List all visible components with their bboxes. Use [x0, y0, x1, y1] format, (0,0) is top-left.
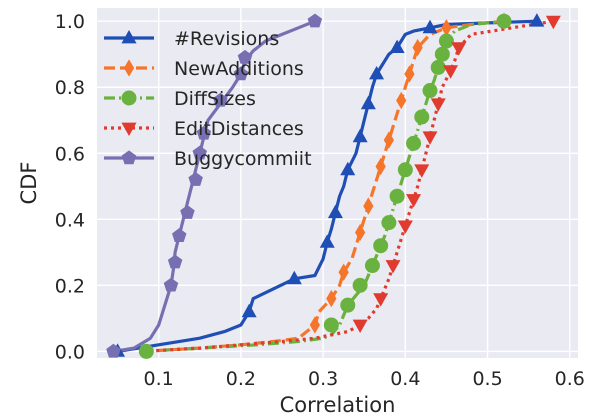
series-marker-2 [323, 317, 339, 333]
series-marker-0 [319, 234, 335, 248]
series-marker-1 [412, 38, 423, 57]
series-marker-1 [363, 197, 374, 215]
series-marker-2 [414, 109, 430, 125]
series-marker-2 [422, 83, 438, 99]
series-marker-4 [180, 205, 195, 219]
y-tick-label: 0.0 [55, 341, 85, 363]
series-marker-3 [545, 15, 561, 30]
series-marker-2 [381, 215, 397, 231]
series-marker-0 [389, 39, 405, 53]
series-marker-4 [233, 66, 249, 81]
grid-lines [97, 8, 578, 358]
series-marker-0 [241, 303, 257, 318]
x-tick-label: 0.3 [308, 368, 338, 390]
legend-label-3: EditDistances [174, 118, 304, 140]
x-tick-label: 0.2 [226, 368, 256, 390]
y-axis-label: CDF [17, 162, 41, 205]
series-marker-3 [385, 260, 401, 274]
legend-marker-4 [121, 150, 137, 165]
legend-marker-2 [121, 90, 137, 106]
y-tick-label: 0.2 [55, 275, 85, 297]
series-marker-3 [443, 65, 459, 79]
x-tick-label: 0.5 [472, 368, 502, 390]
series-marker-3 [422, 131, 438, 145]
series-line-1 [142, 19, 505, 353]
series-marker-4 [196, 125, 212, 140]
series-marker-1 [326, 289, 337, 308]
legend-label-0: #Revisions [174, 28, 279, 50]
legend-label-4: Buggycommiit [174, 148, 312, 170]
x-tick-label: 0.6 [555, 368, 585, 390]
series-marker-2 [364, 258, 380, 274]
series-marker-4 [192, 145, 207, 160]
y-tick-labels: 0.0 0.2 0.4 0.6 0.8 1.0 [55, 11, 85, 363]
series-marker-0 [529, 13, 545, 27]
series-marker-0 [369, 65, 385, 80]
series-marker-3 [352, 319, 368, 334]
y-tick-label: 1.0 [55, 11, 85, 33]
series-marker-2 [373, 238, 389, 254]
series-marker-2 [352, 277, 368, 293]
legend: #Revisions NewAdditions DiffSizes EditDista… [104, 28, 312, 170]
series-marker-3 [373, 293, 389, 307]
series-marker-4 [172, 228, 187, 242]
series-marker-0 [352, 128, 368, 143]
series-marker-2 [430, 59, 446, 75]
series-marker-0 [360, 95, 376, 110]
legend-marker-1 [123, 59, 135, 77]
legend-label-2: DiffSizes [174, 88, 256, 110]
series-marker-2 [438, 33, 454, 49]
series-marker-1 [338, 263, 349, 281]
x-axis-label: Correlation [280, 393, 396, 417]
series-marker-3 [397, 220, 413, 234]
y-tick-label: 0.6 [55, 143, 85, 165]
series-marker-3 [414, 164, 430, 178]
series-marker-1 [383, 131, 394, 149]
series-marker-4 [307, 13, 323, 28]
x-tick-label: 0.4 [390, 368, 420, 390]
series-marker-0 [422, 19, 438, 34]
series-marker-2 [406, 135, 422, 151]
series-marker-1 [309, 316, 320, 334]
series-marker-4 [213, 92, 228, 107]
series-marker-3 [430, 98, 446, 112]
y-tick-label: 0.4 [55, 209, 85, 231]
plot-background [97, 8, 578, 358]
y-tick-label: 0.8 [55, 77, 85, 99]
series-marker-3 [406, 194, 422, 208]
series-marker-0 [340, 161, 356, 176]
series-marker-4 [167, 254, 183, 269]
series-marker-2 [496, 13, 512, 29]
series-marker-4 [237, 49, 253, 64]
series-marker-3 [451, 42, 467, 56]
legend-marker-0 [121, 29, 137, 44]
series-marker-1 [396, 91, 407, 110]
series-marker-4 [163, 277, 179, 292]
series-marker-1 [355, 223, 366, 242]
x-tick-labels: 0.1 0.2 0.3 0.4 0.5 0.6 [144, 368, 585, 390]
series-marker-2 [138, 343, 154, 359]
series-marker-4 [188, 172, 203, 186]
series-markers [106, 12, 561, 359]
series-marker-4 [106, 343, 121, 358]
legend-label-1: NewAdditions [174, 58, 304, 80]
series-marker-0 [327, 204, 343, 219]
legend-marker-3 [121, 122, 137, 137]
series-marker-2 [340, 297, 356, 313]
series-marker-1 [404, 65, 415, 83]
series-marker-1 [375, 157, 386, 176]
x-tick-label: 0.1 [144, 368, 174, 390]
series-marker-2 [434, 46, 450, 62]
series-marker-0 [286, 270, 302, 285]
series-marker-2 [389, 188, 405, 204]
series-marker-2 [397, 162, 413, 178]
